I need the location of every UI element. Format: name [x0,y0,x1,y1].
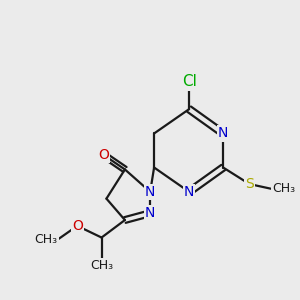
Text: N: N [218,127,228,140]
Text: N: N [145,185,155,199]
Text: O: O [98,148,109,162]
Text: CH₃: CH₃ [272,182,295,195]
Text: Cl: Cl [182,74,196,89]
Text: N: N [184,185,194,199]
Text: O: O [72,219,83,233]
Text: N: N [145,206,155,220]
Text: S: S [245,177,254,191]
Text: CH₃: CH₃ [35,233,58,246]
Text: CH₃: CH₃ [90,259,113,272]
